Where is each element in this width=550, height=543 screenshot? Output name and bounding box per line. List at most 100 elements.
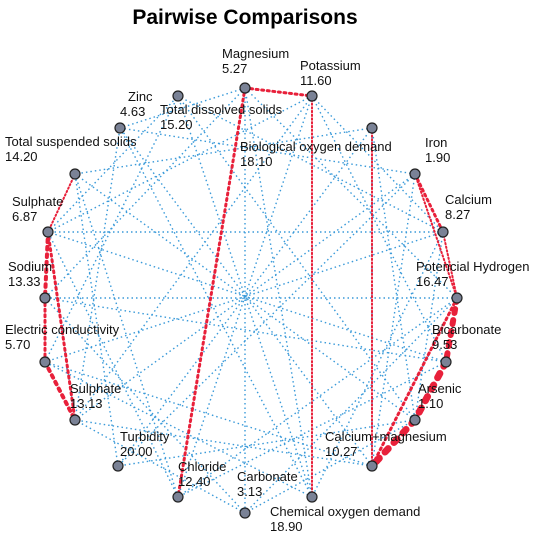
nodes xyxy=(39,82,463,519)
edge xyxy=(371,127,416,421)
node-label: Sulphate xyxy=(12,194,63,209)
edge xyxy=(414,173,458,299)
edge xyxy=(311,95,447,363)
node xyxy=(39,292,51,304)
edge xyxy=(177,95,444,233)
edge xyxy=(177,95,313,498)
edge xyxy=(119,127,373,467)
node xyxy=(366,122,378,134)
node xyxy=(440,356,452,368)
edge xyxy=(43,360,77,422)
node-label: Chloride xyxy=(178,459,226,474)
edge xyxy=(177,297,458,498)
node xyxy=(306,90,318,102)
node-label: Total dissolved solids xyxy=(160,102,283,117)
node xyxy=(112,460,124,472)
node-value: 11.60 xyxy=(300,73,332,88)
edge xyxy=(177,95,313,498)
edge xyxy=(244,297,458,514)
node-value: 18.10 xyxy=(240,154,273,169)
node-label: Arsenic xyxy=(418,381,462,396)
edge xyxy=(243,86,314,98)
node-label: Electric conductivity xyxy=(5,322,120,337)
edge xyxy=(117,173,416,467)
node-value: 1.10 xyxy=(418,396,443,411)
edge xyxy=(117,127,373,467)
node-value: 3.13 xyxy=(237,484,262,499)
edge xyxy=(411,358,450,424)
edge xyxy=(413,172,445,234)
node xyxy=(239,507,251,519)
node-label: Bicarbonate xyxy=(432,322,501,337)
edge xyxy=(119,87,246,129)
edge xyxy=(74,173,119,467)
node-label: Zinc xyxy=(128,89,153,104)
node-value: 14.20 xyxy=(5,149,38,164)
edge xyxy=(176,86,247,499)
edge xyxy=(442,231,458,299)
edge xyxy=(177,361,447,498)
edge xyxy=(244,87,313,498)
edge xyxy=(443,295,460,365)
node-value: 15.20 xyxy=(160,117,193,132)
node-value: 5.70 xyxy=(5,337,30,352)
node-value: 6.87 xyxy=(12,209,37,224)
node xyxy=(239,82,251,94)
node-value: 5.27 xyxy=(222,61,247,76)
node-value: 20.00 xyxy=(120,444,153,459)
node xyxy=(114,122,126,134)
node-label: Sulphate xyxy=(70,381,121,396)
edge xyxy=(119,127,313,498)
edge xyxy=(117,419,416,467)
edge xyxy=(47,173,76,233)
node xyxy=(437,226,449,238)
node xyxy=(409,168,421,180)
node xyxy=(451,292,463,304)
edge xyxy=(74,419,373,467)
title: Pairwise Comparisons xyxy=(132,6,357,29)
node-value: 16.47 xyxy=(416,274,449,289)
node xyxy=(39,356,51,368)
edge xyxy=(47,231,447,363)
edge xyxy=(414,231,444,421)
edges xyxy=(43,86,460,514)
node xyxy=(69,414,81,426)
node-label: Carbonate xyxy=(237,469,298,484)
edge xyxy=(44,231,444,363)
node xyxy=(172,491,184,503)
node xyxy=(42,226,54,238)
node-label: Potassium xyxy=(300,58,361,73)
node-label: Calcium+magnesium xyxy=(325,429,447,444)
node xyxy=(306,491,318,503)
node xyxy=(366,460,378,472)
edge xyxy=(119,127,416,175)
edge xyxy=(74,127,121,421)
node-value: 4.63 xyxy=(120,104,145,119)
node-value: 8.27 xyxy=(445,207,470,222)
node-value: 10.27 xyxy=(325,444,358,459)
node-label: Magnesium xyxy=(222,46,289,61)
edge xyxy=(44,361,373,467)
node-label: Turbidity xyxy=(120,429,170,444)
node xyxy=(409,414,421,426)
node-value: 1.90 xyxy=(425,150,450,165)
edge xyxy=(44,87,246,299)
edge xyxy=(47,95,179,233)
edge xyxy=(74,127,373,175)
node-value: 13.33 xyxy=(8,274,41,289)
node-label: Chemical oxygen demand xyxy=(270,504,420,519)
edge xyxy=(46,230,77,422)
edge xyxy=(368,416,419,470)
node-label: Calcium xyxy=(445,192,492,207)
node-value: 18.90 xyxy=(270,519,303,534)
edge xyxy=(44,361,313,498)
edge xyxy=(244,87,458,299)
edge xyxy=(43,230,50,300)
node-value: 9.53 xyxy=(432,337,457,352)
node xyxy=(172,90,184,102)
node-label: Potencial Hydrogen xyxy=(416,259,529,274)
edge xyxy=(44,95,179,363)
node-label: Total suspended solids xyxy=(5,134,137,149)
node-value: 12.40 xyxy=(178,474,211,489)
